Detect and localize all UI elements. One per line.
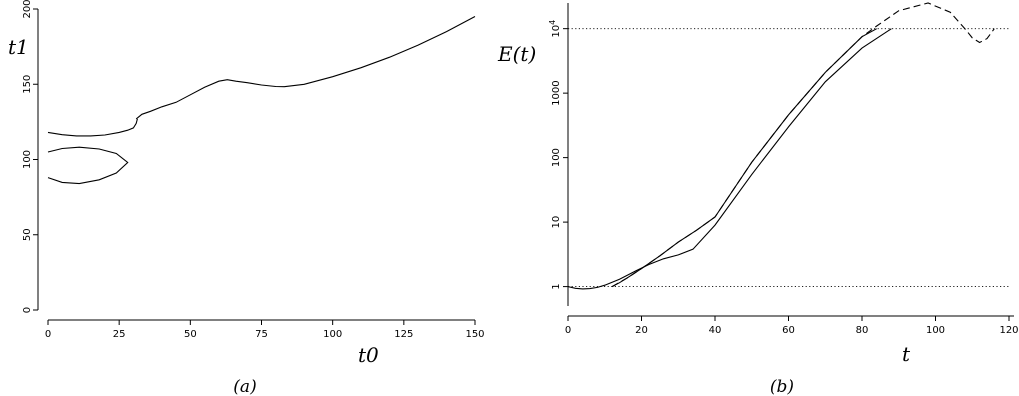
y-tick-label: 100 (551, 148, 562, 167)
panel-b-xlabel: t (902, 342, 911, 366)
y-tick-label: 1 (551, 283, 562, 289)
x-tick-label: 125 (394, 329, 413, 340)
y-tick-label: 150 (22, 75, 33, 94)
x-tick-label: 25 (113, 329, 126, 340)
panel-b-series-line-3 (611, 2, 995, 288)
x-tick-label: 0 (565, 325, 571, 336)
panel-a-x-ticks: 0 25 50 75 100 125 150 (45, 320, 485, 340)
panel-a-series-line-2 (47, 118, 138, 137)
panel-a-series-line-3 (47, 146, 129, 185)
panel-b-caption: (b) (770, 377, 794, 396)
y-tick-label: 1000 (551, 80, 562, 105)
panel-a-curves (47, 16, 476, 185)
x-tick-label: 120 (999, 325, 1018, 336)
panel-a-caption: (a) (233, 377, 256, 396)
x-tick-label: 150 (465, 329, 484, 340)
y-tick-label: 200 (22, 0, 33, 19)
panel-a-y-ticks: 0 50 100 150 200 (22, 0, 38, 313)
panel-b-reference-lines (568, 28, 1009, 288)
panel-b-y-ticks: 1 10 100 1000 104 (548, 20, 568, 290)
x-tick-label: 100 (323, 329, 342, 340)
panel-b-x-ticks: 0 20 40 60 80 100 120 (565, 316, 1019, 336)
y-tick-label: 104 (548, 20, 562, 38)
panel-a-series-line-1 (135, 16, 476, 120)
y-tick-label: 10 (551, 216, 562, 229)
x-tick-label: 80 (856, 325, 869, 336)
x-tick-label: 20 (635, 325, 648, 336)
x-tick-label: 50 (184, 329, 197, 340)
x-tick-label: 40 (709, 325, 722, 336)
x-tick-label: 75 (255, 329, 268, 340)
panel-a: 0 25 50 75 100 125 150 0 50 100 150 200 t1 t0 (a) (8, 0, 485, 396)
x-tick-label: 0 (45, 329, 51, 340)
x-tick-label: 60 (782, 325, 795, 336)
panel-b-series-line-2 (611, 28, 877, 288)
panel-b-ylabel: E(t) (497, 42, 536, 66)
panel-a-xlabel: t0 (358, 343, 379, 367)
x-tick-label: 100 (926, 325, 945, 336)
y-tick-label: 0 (22, 307, 33, 313)
panel-a-ylabel: t1 (8, 35, 29, 59)
y-tick-label: 100 (22, 150, 33, 169)
panel-b-series-line-1 (567, 28, 892, 290)
panel-b-curves (567, 2, 995, 290)
y-tick-label: 50 (22, 228, 33, 241)
